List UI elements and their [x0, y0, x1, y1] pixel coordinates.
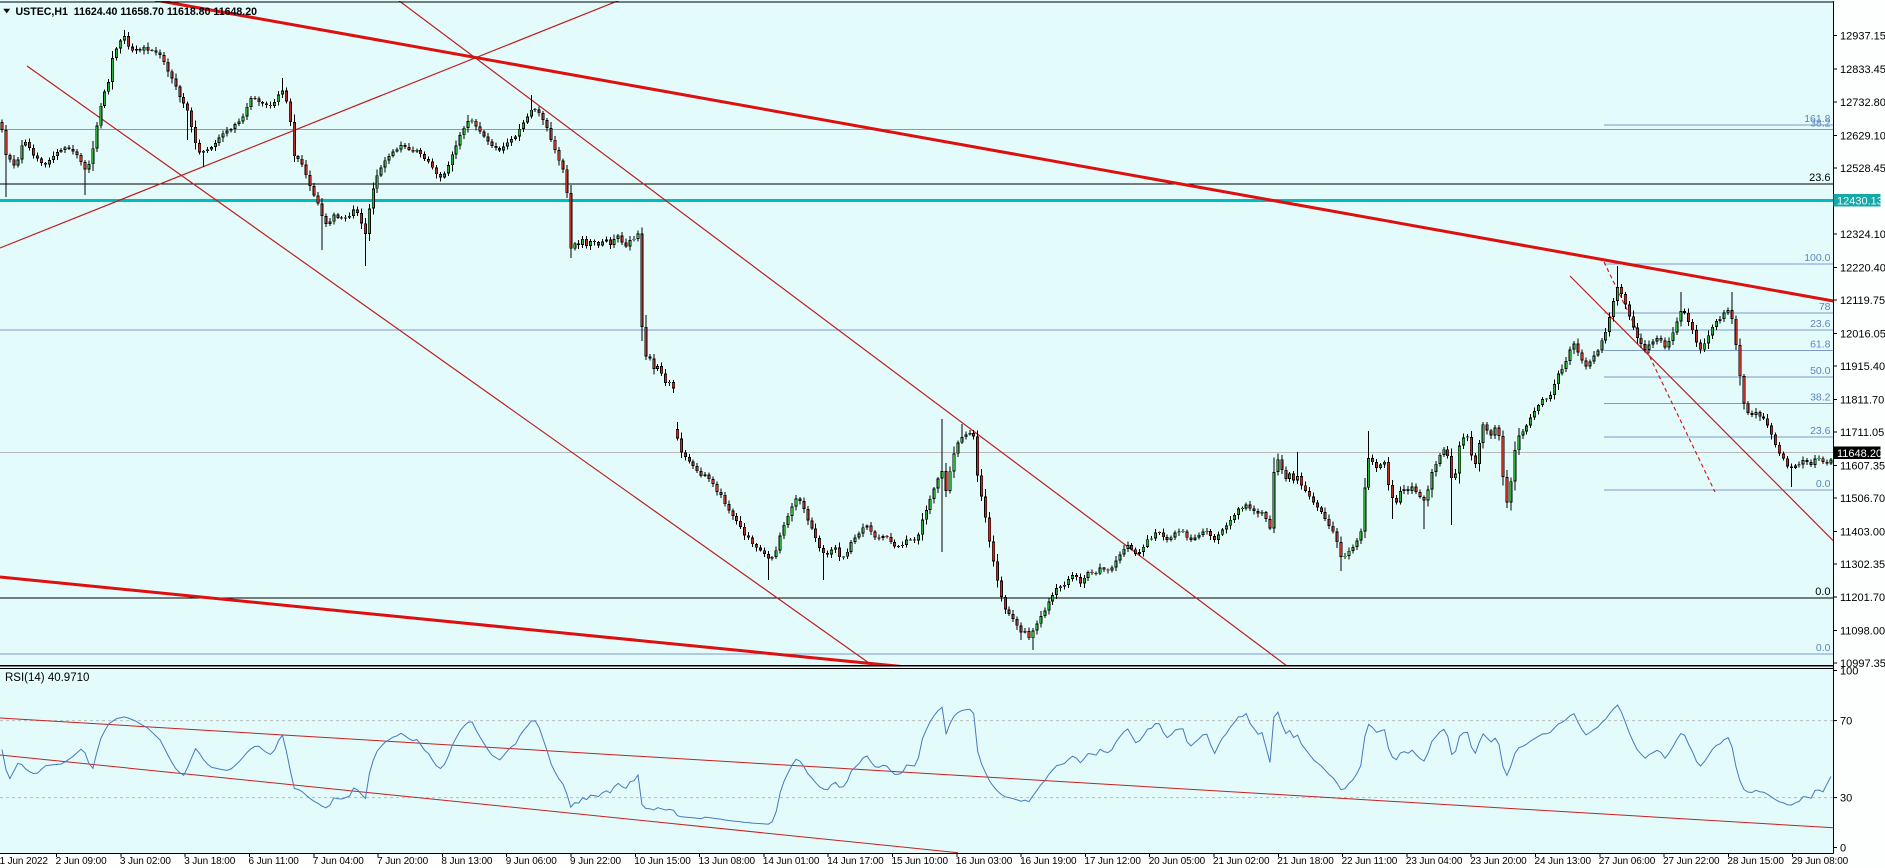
svg-text:0.0: 0.0 — [1816, 642, 1831, 654]
svg-text:61.8: 61.8 — [1810, 339, 1831, 351]
svg-text:23 Jun 04:00: 23 Jun 04:00 — [1406, 856, 1463, 867]
svg-text:30: 30 — [1840, 793, 1852, 805]
svg-text:29 Jun 08:00: 29 Jun 08:00 — [1792, 856, 1849, 867]
svg-text:10 Jun 15:00: 10 Jun 15:00 — [634, 856, 691, 867]
svg-text:12119.75: 12119.75 — [1840, 295, 1885, 307]
svg-text:6 Jun 11:00: 6 Jun 11:00 — [249, 856, 300, 867]
svg-text:23.6: 23.6 — [1810, 318, 1831, 330]
svg-text:50.0: 50.0 — [1810, 365, 1831, 377]
svg-text:2 Jun 09:00: 2 Jun 09:00 — [56, 856, 108, 867]
svg-text:9 Jun 22:00: 9 Jun 22:00 — [570, 856, 622, 867]
svg-text:23 Jun 20:00: 23 Jun 20:00 — [1470, 856, 1527, 867]
svg-text:11607.35: 11607.35 — [1840, 461, 1885, 473]
svg-text:100.0: 100.0 — [1804, 252, 1830, 264]
svg-text:11302.35: 11302.35 — [1840, 559, 1885, 571]
svg-text:11201.70: 11201.70 — [1840, 592, 1885, 604]
svg-text:16 Jun 03:00: 16 Jun 03:00 — [956, 856, 1013, 867]
svg-text:11648.20: 11648.20 — [1837, 448, 1882, 460]
svg-text:8 Jun 13:00: 8 Jun 13:00 — [441, 856, 493, 867]
svg-text:38.2: 38.2 — [1810, 392, 1831, 404]
svg-text:0.0: 0.0 — [1816, 478, 1831, 490]
svg-text:100: 100 — [1840, 666, 1858, 678]
svg-text:11098.00: 11098.00 — [1840, 625, 1885, 637]
svg-text:3 Jun 18:00: 3 Jun 18:00 — [184, 856, 236, 867]
svg-text:11711.05: 11711.05 — [1840, 427, 1884, 439]
svg-text:13 Jun 08:00: 13 Jun 08:00 — [699, 856, 756, 867]
svg-text:21 Jun 18:00: 21 Jun 18:00 — [1277, 856, 1334, 867]
svg-text:USTEC,H1 11624.40 11658.70 11: USTEC,H1 11624.40 11658.70 11618.80 1164… — [16, 6, 258, 18]
svg-text:3 Jun 02:00: 3 Jun 02:00 — [120, 856, 172, 867]
svg-text:12220.40: 12220.40 — [1840, 262, 1885, 274]
svg-text:23.6: 23.6 — [1809, 172, 1830, 184]
svg-text:17 Jun 12:00: 17 Jun 12:00 — [1084, 856, 1141, 867]
svg-text:70: 70 — [1840, 716, 1852, 728]
svg-text:0: 0 — [1840, 843, 1846, 855]
svg-text:11915.40: 11915.40 — [1840, 361, 1885, 373]
svg-text:0.0: 0.0 — [1815, 586, 1830, 598]
svg-text:12528.45: 12528.45 — [1840, 163, 1885, 175]
svg-text:12324.10: 12324.10 — [1840, 229, 1885, 241]
svg-text:11506.70: 11506.70 — [1840, 493, 1885, 505]
svg-text:12629.10: 12629.10 — [1840, 130, 1885, 142]
svg-text:27 Jun 06:00: 27 Jun 06:00 — [1599, 856, 1656, 867]
svg-text:9 Jun 06:00: 9 Jun 06:00 — [506, 856, 558, 867]
svg-text:12016.05: 12016.05 — [1840, 329, 1885, 341]
svg-text:12833.45: 12833.45 — [1840, 64, 1885, 76]
svg-text:23.6: 23.6 — [1810, 425, 1831, 437]
svg-text:16 Jun 19:00: 16 Jun 19:00 — [1020, 856, 1077, 867]
svg-text:20 Jun 05:00: 20 Jun 05:00 — [1149, 856, 1206, 867]
svg-text:RSI(14) 40.9710: RSI(14) 40.9710 — [5, 672, 89, 684]
svg-text:38.2: 38.2 — [1810, 118, 1831, 130]
svg-text:7 Jun 20:00: 7 Jun 20:00 — [377, 856, 429, 867]
svg-text:78: 78 — [1819, 301, 1831, 313]
svg-text:11811.70: 11811.70 — [1840, 395, 1884, 407]
svg-text:161.8: 161.8 — [1804, 113, 1830, 125]
svg-text:12430.13: 12430.13 — [1837, 196, 1883, 208]
svg-text:14 Jun 17:00: 14 Jun 17:00 — [827, 856, 884, 867]
svg-text:15 Jun 10:00: 15 Jun 10:00 — [892, 856, 949, 867]
svg-text:7 Jun 04:00: 7 Jun 04:00 — [313, 856, 365, 867]
svg-text:24 Jun 13:00: 24 Jun 13:00 — [1535, 856, 1592, 867]
svg-text:1 Jun 2022: 1 Jun 2022 — [0, 856, 48, 867]
svg-text:11403.00: 11403.00 — [1840, 527, 1885, 539]
svg-text:12937.15: 12937.15 — [1840, 31, 1885, 43]
svg-text:10997.35: 10997.35 — [1840, 658, 1885, 670]
svg-text:22 Jun 11:00: 22 Jun 11:00 — [1342, 856, 1398, 867]
svg-text:12732.80: 12732.80 — [1840, 97, 1885, 109]
svg-text:14 Jun 01:00: 14 Jun 01:00 — [763, 856, 820, 867]
svg-text:21 Jun 02:00: 21 Jun 02:00 — [1213, 856, 1270, 867]
svg-text:28 Jun 15:00: 28 Jun 15:00 — [1727, 856, 1784, 867]
svg-text:27 Jun 22:00: 27 Jun 22:00 — [1663, 856, 1720, 867]
